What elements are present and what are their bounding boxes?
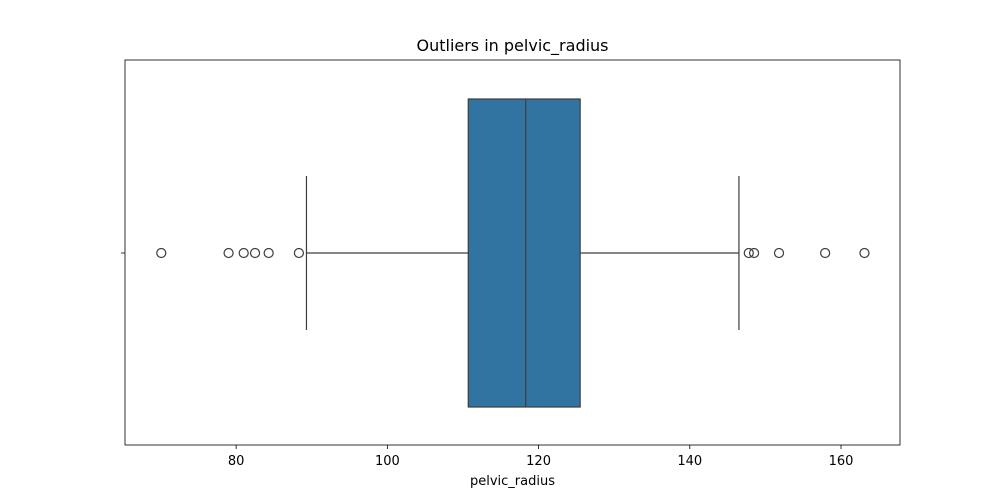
x-tick-label: 160 [829, 454, 854, 469]
outlier-point [820, 247, 831, 259]
outlier-point [263, 247, 274, 259]
outlier-point [238, 247, 249, 259]
outlier-point [293, 247, 305, 259]
x-tick-label: 100 [375, 454, 400, 469]
x-tick-label: 120 [526, 454, 551, 469]
x-axis-ticks: 80 100 120 140 160 [228, 445, 854, 469]
outlier-point [743, 247, 754, 259]
outlier-point [223, 247, 234, 259]
outlier-point [748, 247, 760, 259]
outlier-point [249, 247, 261, 259]
outlier-point [773, 247, 785, 259]
plot-frame [124, 59, 901, 446]
chart-title: Outliers in pelvic_radius [416, 36, 608, 56]
outliers [156, 247, 870, 259]
outlier-point [156, 247, 167, 259]
outlier-point [859, 247, 870, 259]
x-tick-label: 80 [228, 454, 245, 469]
x-axis-label: pelvic_radius [470, 474, 555, 489]
x-tick-label: 140 [677, 454, 702, 469]
boxplot [305, 98, 740, 408]
iqr-box [467, 98, 581, 408]
